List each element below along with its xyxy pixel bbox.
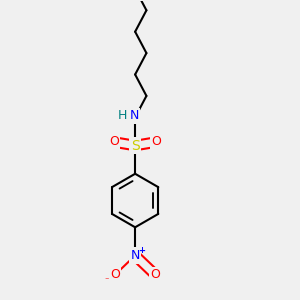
Text: +: + bbox=[138, 246, 145, 255]
Text: ⁻: ⁻ bbox=[104, 275, 109, 284]
Text: O: O bbox=[109, 136, 119, 148]
Text: S: S bbox=[131, 139, 140, 152]
Text: N: N bbox=[130, 249, 140, 262]
Text: H: H bbox=[118, 109, 127, 122]
Text: N: N bbox=[129, 109, 139, 122]
Text: O: O bbox=[152, 136, 161, 148]
Text: O: O bbox=[110, 268, 120, 281]
Text: O: O bbox=[150, 268, 160, 281]
